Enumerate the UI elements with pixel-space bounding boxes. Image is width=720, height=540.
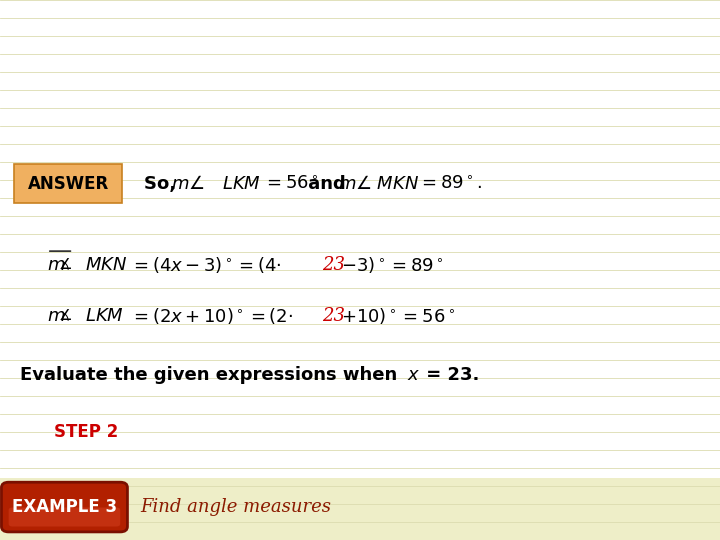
- Text: and: and: [302, 174, 352, 193]
- Text: STEP 2: STEP 2: [54, 423, 118, 441]
- Text: 23: 23: [322, 255, 345, 274]
- FancyBboxPatch shape: [14, 164, 122, 203]
- Text: $MKN$: $MKN$: [371, 174, 419, 193]
- Text: $LKM$: $LKM$: [205, 174, 261, 193]
- Text: = 23.: = 23.: [420, 366, 479, 384]
- Text: EXAMPLE 3: EXAMPLE 3: [12, 498, 117, 516]
- Text: $x$: $x$: [407, 366, 420, 384]
- Text: $= 56^\circ$: $= 56^\circ$: [263, 174, 318, 193]
- Text: $m\angle$: $m\angle$: [338, 174, 372, 193]
- Text: $m\angle$: $m\angle$: [171, 174, 205, 193]
- FancyBboxPatch shape: [1, 482, 127, 532]
- Text: 23: 23: [322, 307, 345, 325]
- Text: ANSWER: ANSWER: [28, 174, 109, 193]
- Bar: [0, 0, 720, 478]
- FancyBboxPatch shape: [9, 508, 120, 526]
- Text: $= (2x + 10)^\circ = (2{\cdot}$: $= (2x + 10)^\circ = (2{\cdot}$: [130, 306, 292, 326]
- Text: $m$: $m$: [47, 307, 66, 325]
- Text: $\measuredangle$: $\measuredangle$: [58, 308, 72, 323]
- Text: $- 3)^\circ = 89^\circ$: $- 3)^\circ = 89^\circ$: [341, 254, 443, 275]
- Text: $m$: $m$: [47, 255, 66, 274]
- Text: $= (4x - 3)^\circ = (4{\cdot}$: $= (4x - 3)^\circ = (4{\cdot}$: [130, 254, 282, 275]
- Text: Find angle measures: Find angle measures: [140, 497, 331, 516]
- Text: $= 89^\circ.$: $= 89^\circ.$: [418, 174, 482, 193]
- Text: Evaluate the given expressions when: Evaluate the given expressions when: [20, 366, 404, 384]
- Text: $+ 10)^\circ = 56^\circ$: $+ 10)^\circ = 56^\circ$: [341, 306, 454, 326]
- Bar: [0, 478, 720, 540]
- Text: $MKN$: $MKN$: [85, 255, 127, 274]
- Text: $\measuredangle$: $\measuredangle$: [58, 257, 72, 272]
- Text: So,: So,: [144, 174, 182, 193]
- Text: $LKM$: $LKM$: [85, 307, 124, 325]
